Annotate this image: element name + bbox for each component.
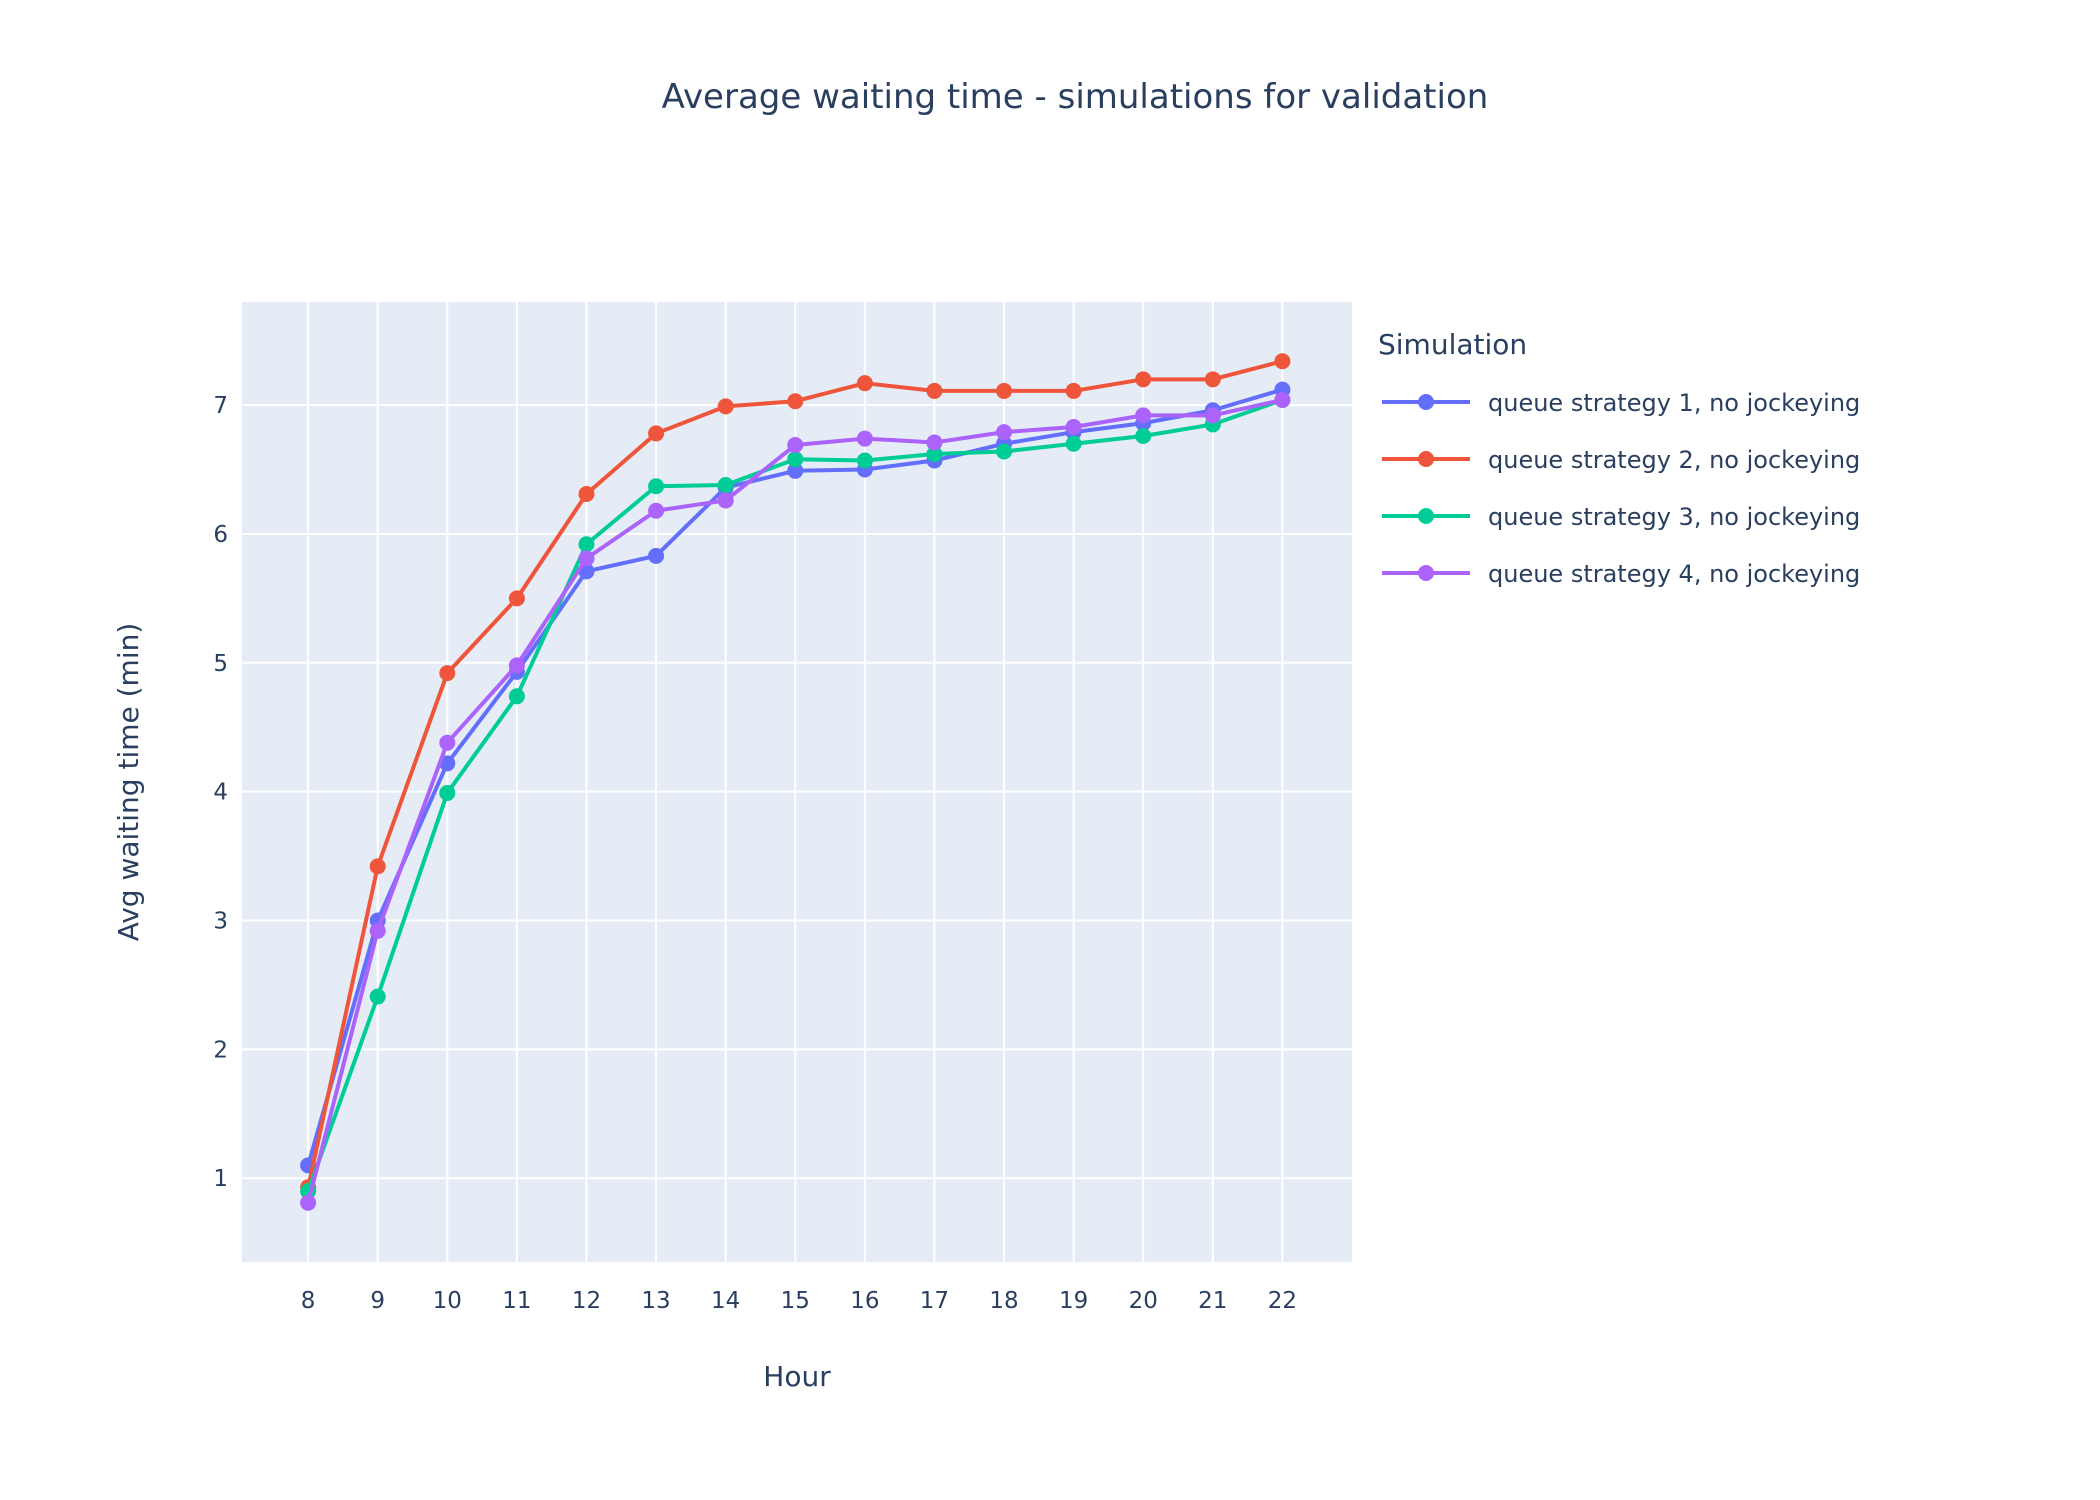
data-point <box>439 784 456 801</box>
x-tick-label: 10 <box>433 1288 462 1314</box>
chart-title: Average waiting time - simulations for v… <box>662 77 1489 117</box>
data-point <box>300 1194 317 1211</box>
legend-label: queue strategy 2, no jockeying <box>1488 446 1860 474</box>
y-axis-title: Avg waiting time (min) <box>112 623 145 942</box>
x-tick-label: 21 <box>1198 1288 1227 1314</box>
data-point <box>926 434 943 451</box>
y-tick-label: 2 <box>213 1037 228 1063</box>
data-point <box>717 492 734 509</box>
data-point <box>1135 371 1152 388</box>
data-point <box>1135 428 1152 445</box>
y-tick-label: 7 <box>213 393 228 419</box>
data-point <box>1065 435 1082 452</box>
x-tick-label: 20 <box>1129 1288 1158 1314</box>
data-point <box>648 425 665 442</box>
data-point <box>578 536 595 553</box>
x-tick-label: 8 <box>301 1288 316 1314</box>
data-point <box>996 382 1013 399</box>
x-axis-title: Hour <box>763 1360 831 1393</box>
data-point <box>508 657 525 674</box>
data-point <box>1135 407 1152 424</box>
x-tick-label: 18 <box>989 1288 1018 1314</box>
legend-marker-swatch <box>1418 394 1434 410</box>
data-point <box>1065 418 1082 435</box>
legend-item[interactable]: queue strategy 3, no jockeying <box>1382 503 1860 531</box>
x-tick-label: 13 <box>641 1288 670 1314</box>
legend-marker-swatch <box>1418 508 1434 524</box>
data-point <box>439 665 456 682</box>
x-tick-labels: 8 9 10 11 12 13 14 15 16 17 18 19 20 21 22 <box>301 1288 1297 1314</box>
data-point <box>787 437 804 454</box>
x-tick-label: 11 <box>502 1288 531 1314</box>
data-point <box>996 424 1013 441</box>
legend-label: queue strategy 1, no jockeying <box>1488 389 1860 417</box>
data-point <box>1274 391 1291 408</box>
y-tick-label: 5 <box>213 651 228 677</box>
y-tick-label: 3 <box>213 909 228 935</box>
series-2 <box>300 353 1291 1196</box>
series-group <box>300 353 1291 1211</box>
y-tick-label: 4 <box>213 780 228 806</box>
data-point <box>856 452 873 469</box>
x-tick-label: 22 <box>1268 1288 1297 1314</box>
series-4 <box>300 391 1291 1211</box>
data-point <box>648 502 665 519</box>
data-point <box>369 922 386 939</box>
x-tick-label: 17 <box>920 1288 949 1314</box>
data-point <box>787 462 804 479</box>
legend-label: queue strategy 3, no jockeying <box>1488 503 1860 531</box>
data-point <box>578 550 595 567</box>
data-point <box>1204 371 1221 388</box>
legend-item[interactable]: queue strategy 1, no jockeying <box>1382 389 1860 417</box>
data-point <box>996 443 1013 460</box>
x-tick-label: 9 <box>370 1288 385 1314</box>
data-point <box>648 547 665 564</box>
data-point <box>439 755 456 772</box>
data-point <box>787 393 804 410</box>
x-tick-label: 12 <box>572 1288 601 1314</box>
y-tick-label: 6 <box>213 522 228 548</box>
y-tick-label: 1 <box>213 1166 228 1192</box>
data-point <box>439 734 456 751</box>
data-point <box>369 858 386 875</box>
data-point <box>648 478 665 495</box>
data-point <box>856 375 873 392</box>
y-tick-labels: 1 2 3 4 5 6 7 <box>213 393 228 1192</box>
data-point <box>926 446 943 463</box>
legend: Simulation queue strategy 1, no jockeyin… <box>1378 328 1860 588</box>
data-point <box>578 486 595 502</box>
data-point <box>1065 382 1082 399</box>
legend-items: queue strategy 1, no jockeying queue stra… <box>1382 389 1860 588</box>
data-point <box>369 988 386 1005</box>
x-tick-label: 14 <box>711 1288 740 1314</box>
data-point <box>508 688 525 705</box>
x-tick-label: 15 <box>781 1288 810 1314</box>
legend-title: Simulation <box>1378 328 1527 361</box>
x-tick-label: 19 <box>1059 1288 1088 1314</box>
data-point <box>1274 353 1291 370</box>
data-point <box>717 476 734 493</box>
data-point <box>508 590 525 607</box>
data-point <box>787 451 804 468</box>
data-point <box>1204 407 1221 424</box>
data-point <box>926 382 943 399</box>
legend-item[interactable]: queue strategy 4, no jockeying <box>1382 560 1860 588</box>
data-point <box>717 398 734 415</box>
data-point <box>856 430 873 447</box>
x-tick-label: 16 <box>850 1288 879 1314</box>
legend-marker-swatch <box>1418 451 1434 467</box>
legend-item[interactable]: queue strategy 2, no jockeying <box>1382 446 1860 474</box>
legend-label: queue strategy 4, no jockeying <box>1488 560 1860 588</box>
legend-marker-swatch <box>1418 565 1434 581</box>
